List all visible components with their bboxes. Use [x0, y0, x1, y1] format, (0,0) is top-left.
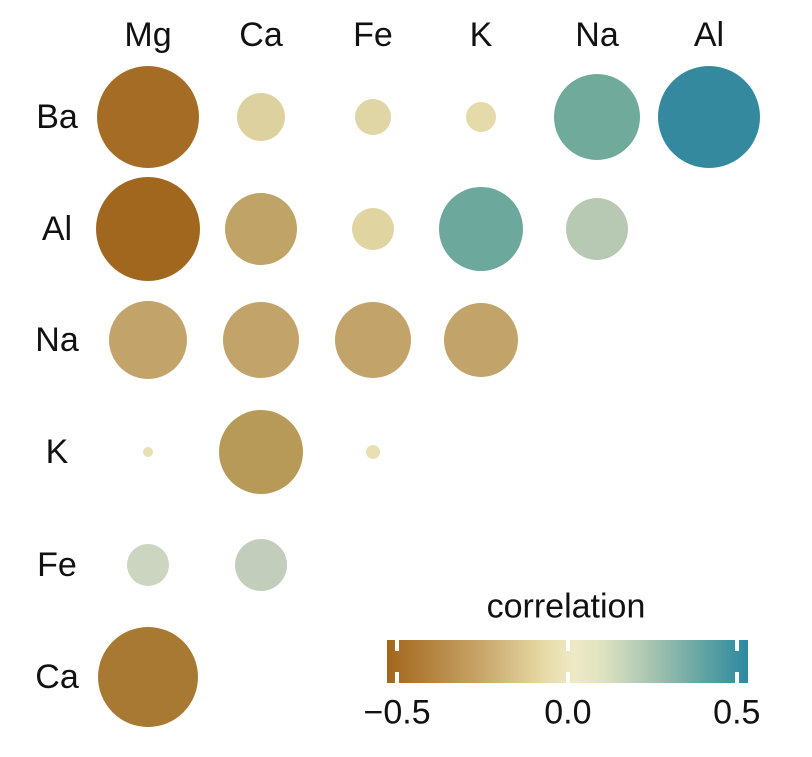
- bubble-fe-ca: [235, 539, 287, 591]
- bubble-k-mg: [143, 447, 153, 457]
- bubble-k-ca: [219, 410, 303, 494]
- bubble-na-ca: [223, 302, 299, 378]
- bubble-ba-ca: [237, 93, 285, 141]
- row-label-na: Na: [35, 321, 79, 359]
- bubble-ba-k: [466, 102, 496, 132]
- bubble-ba-fe: [355, 99, 391, 135]
- column-header-fe: Fe: [353, 16, 393, 54]
- bubble-al-k: [439, 187, 523, 271]
- colorbar-tick-label: 0.5: [713, 693, 761, 732]
- column-header-mg: Mg: [124, 16, 172, 54]
- column-header-ca: Ca: [239, 16, 283, 54]
- bubble-ba-na: [554, 74, 640, 160]
- bubble-ba-mg: [97, 66, 199, 168]
- legend-title: correlation: [486, 587, 646, 626]
- colorbar-tick-label: −0.5: [363, 693, 431, 732]
- column-header-na: Na: [575, 16, 619, 54]
- bubble-al-na: [566, 198, 628, 260]
- colorbar-tick-bottom: [734, 672, 739, 683]
- colorbar-tick-bottom: [565, 672, 570, 683]
- colorbar-tick-bottom: [395, 672, 400, 683]
- column-header-k: K: [469, 16, 493, 54]
- bubble-al-mg: [96, 177, 200, 281]
- bubble-na-k: [444, 303, 518, 377]
- colorbar-tick-top: [734, 640, 739, 651]
- bubble-k-fe: [366, 445, 380, 459]
- column-header-al: Al: [693, 16, 725, 54]
- colorbar-tick-top: [565, 640, 570, 651]
- bubble-ca-mg: [98, 627, 198, 727]
- row-label-fe: Fe: [37, 546, 77, 584]
- bubble-al-fe: [352, 208, 394, 250]
- colorbar-tick-label: 0.0: [544, 693, 592, 732]
- row-label-ba: Ba: [36, 98, 78, 136]
- row-label-k: K: [45, 433, 69, 471]
- bubble-fe-mg: [127, 544, 169, 586]
- bubble-ba-al: [658, 66, 760, 168]
- row-label-al: Al: [41, 210, 73, 248]
- bubble-na-mg: [109, 301, 187, 379]
- row-label-ca: Ca: [35, 658, 79, 696]
- bubble-al-ca: [225, 193, 297, 265]
- colorbar-tick-top: [395, 640, 400, 651]
- bubble-na-fe: [335, 302, 411, 378]
